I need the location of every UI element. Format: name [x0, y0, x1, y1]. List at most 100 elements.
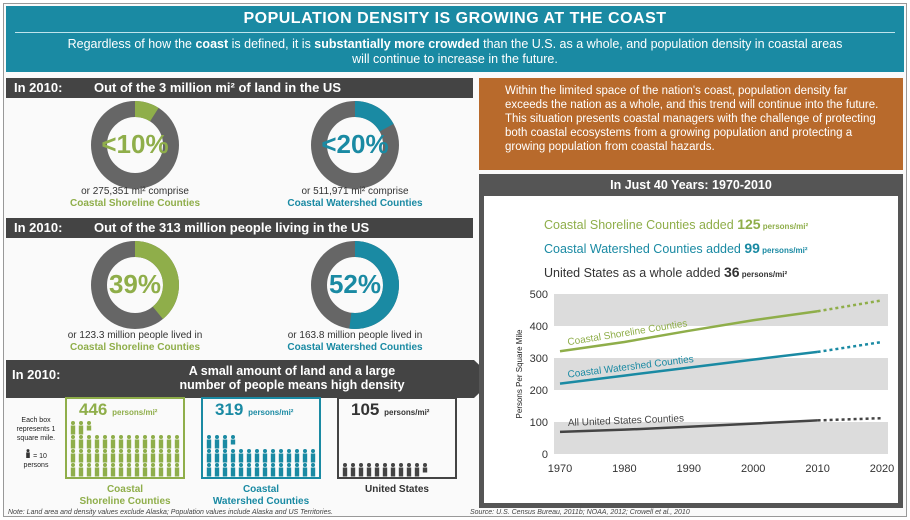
person-icon	[150, 435, 156, 449]
person-icon	[222, 449, 228, 463]
person-icon	[118, 435, 124, 449]
watershed-person-grid	[206, 435, 316, 477]
donut-people-watershed	[311, 241, 399, 329]
person-icon	[158, 435, 164, 449]
person-icon	[174, 435, 180, 449]
series-projection	[817, 416, 883, 422]
footnote-note: Note: Land area and density values exclu…	[8, 509, 333, 516]
person-icon	[262, 463, 268, 477]
shoreline-density-label: Coastal Shoreline Counties	[79, 484, 171, 507]
land-shoreline-value: <10%	[101, 129, 169, 159]
shoreline-density-box	[65, 397, 185, 479]
x-tick-label: 1990	[677, 463, 701, 475]
person-icon	[134, 463, 140, 477]
person-icon	[166, 435, 172, 449]
us-density-value: 105 persons/mi²	[351, 400, 430, 419]
us-density-label: United States	[365, 484, 429, 495]
person-icon	[70, 421, 76, 435]
person-icon	[286, 449, 292, 463]
people-section-bar: In 2010: Out of the 313 million people li…	[6, 218, 473, 238]
donut-segment	[91, 101, 179, 189]
person-icon	[206, 449, 212, 463]
y-tick-label: 100	[530, 417, 548, 429]
person-icon	[206, 463, 212, 477]
y-tick-label: 0	[542, 449, 548, 461]
person-key: = 10 persons	[12, 449, 60, 470]
person-icon	[70, 435, 76, 449]
person-icon	[398, 463, 404, 477]
person-icon	[86, 421, 92, 431]
person-icon	[166, 463, 172, 477]
person-icon	[78, 449, 84, 463]
person-icon	[134, 435, 140, 449]
person-icon	[118, 449, 124, 463]
person-icon	[110, 435, 116, 449]
x-tick-label: 2010	[805, 463, 829, 475]
person-icon	[110, 463, 116, 477]
person-icon	[142, 463, 148, 477]
person-icon	[342, 463, 348, 477]
person-icon	[110, 449, 116, 463]
shoreline-person-grid	[70, 421, 180, 477]
person-icon	[270, 463, 276, 477]
y-tick-label: 200	[530, 385, 548, 397]
person-icon	[278, 463, 284, 477]
x-tick-label: 2000	[741, 463, 765, 475]
person-icon	[174, 449, 180, 463]
land-section-bar: In 2010: Out of the 3 million mi² of land…	[6, 78, 473, 98]
person-icon	[102, 435, 108, 449]
person-icon	[270, 449, 276, 463]
us-person-grid	[342, 463, 428, 477]
person-icon	[406, 463, 412, 477]
shoreline-density-value: 446 persons/mi²	[79, 400, 158, 419]
chart-title: In Just 40 Years: 1970-2010	[610, 178, 772, 192]
person-icon	[414, 463, 420, 477]
person-icon	[78, 435, 84, 449]
person-icon	[174, 463, 180, 477]
person-icon	[214, 449, 220, 463]
donut-segment	[91, 241, 179, 329]
person-icon	[70, 449, 76, 463]
person-icon	[246, 449, 252, 463]
person-icon	[310, 449, 316, 463]
legend-us: United States as a whole added 36 person…	[544, 264, 788, 280]
donut-land-watershed	[311, 101, 399, 189]
footnote-source: Source: U.S. Census Bureau, 2011b; NOAA,…	[470, 509, 690, 516]
people-title: Out of the 313 million people living in …	[94, 220, 370, 235]
person-icon	[102, 463, 108, 477]
people-watershed-value: 52%	[328, 269, 382, 299]
person-icon	[254, 449, 260, 463]
person-icon	[70, 463, 76, 477]
x-tick-label: 2020	[870, 463, 894, 475]
density-key: Each box represents 1 square mile. = 10 pe…	[12, 416, 60, 470]
person-icon	[158, 449, 164, 463]
person-icon	[78, 463, 84, 477]
person-icon	[102, 449, 108, 463]
line-chart: 0 100 200 300 400 500 1970 1980 1990 2000 2010 2020…	[515, 289, 894, 475]
land-watershed-caption: or 511,971 mi² comprise Coastal Watershed…	[287, 186, 423, 209]
person-icon	[278, 449, 284, 463]
x-tick-label: 1970	[548, 463, 572, 475]
density-year: In 2010:	[12, 367, 61, 382]
land-watershed-value: <20%	[321, 129, 389, 159]
person-icon	[358, 463, 364, 477]
person-icon	[222, 463, 228, 477]
grid-band	[554, 422, 888, 454]
arrow-shape	[6, 360, 494, 398]
person-icon	[142, 435, 148, 449]
x-tick-label: 1980	[612, 463, 636, 475]
series-projection	[817, 340, 883, 354]
person-icon	[158, 463, 164, 477]
person-icon	[222, 435, 228, 449]
summary-text-box: Within the limited space of the nation's…	[479, 78, 903, 170]
people-watershed-caption: or 163.8 million people lived in Coastal …	[287, 330, 423, 353]
land-year: In 2010:	[14, 80, 63, 95]
series-line	[559, 310, 818, 353]
person-icon	[302, 449, 308, 463]
series-line	[559, 350, 818, 385]
person-icon	[302, 463, 308, 477]
person-icon	[390, 463, 396, 477]
people-year: In 2010:	[14, 220, 63, 235]
watershed-density-value: 319 persons/mi²	[215, 400, 294, 419]
person-icon	[94, 449, 100, 463]
